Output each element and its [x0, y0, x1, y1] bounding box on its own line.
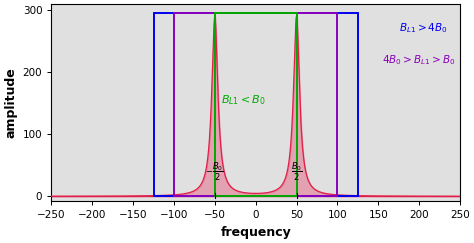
Text: $\dfrac{B_0}{2}$: $\dfrac{B_0}{2}$ — [291, 160, 302, 182]
Bar — [174, 13, 337, 196]
Text: $-\dfrac{B_0}{2}$: $-\dfrac{B_0}{2}$ — [205, 160, 224, 182]
Bar — [154, 13, 358, 196]
Y-axis label: amplitude: amplitude — [4, 67, 17, 138]
Text: $B_{L1} > 4B_0$: $B_{L1} > 4B_0$ — [399, 21, 447, 35]
Text: $B_{L1} < B_0$: $B_{L1} < B_0$ — [221, 93, 266, 107]
X-axis label: frequency: frequency — [220, 226, 291, 239]
Text: $4B_0 > B_{L1} > B_0$: $4B_0 > B_{L1} > B_0$ — [383, 53, 456, 67]
Bar — [215, 13, 297, 196]
